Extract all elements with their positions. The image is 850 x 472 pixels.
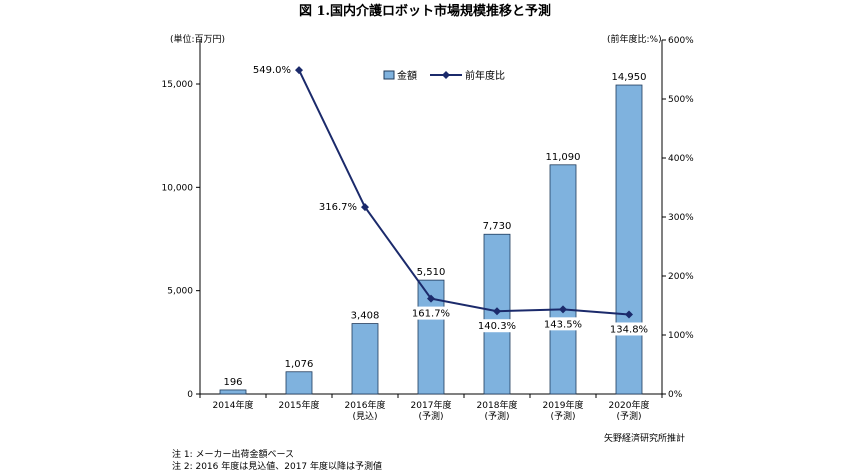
right-tick-label: 500% [668, 95, 694, 105]
bar-value-label: 11,090 [546, 152, 581, 163]
right-tick-label: 600% [668, 36, 694, 46]
x-tick-label: 2016年度 [345, 399, 386, 411]
ratio-label-bg [609, 322, 649, 336]
left-tick-label: 10,000 [162, 183, 194, 193]
x-tick-label: 2019年度 [543, 399, 584, 411]
bar-value-label: 7,730 [483, 221, 512, 232]
left-tick-label: 5,000 [167, 287, 193, 297]
ratio-value-label: 161.7% [412, 309, 450, 320]
x-tick-label: (予測) [484, 410, 509, 422]
plot-area: 0 5,000 10,000 15,000 0% 100% 200% 300% 400% 500%… [162, 36, 695, 422]
right-tick-label: 300% [668, 213, 694, 223]
ratio-line [298, 69, 630, 316]
ratio-marker [295, 66, 303, 75]
legend-bar-label: 金額 [397, 69, 417, 82]
x-tick-label: (予測) [616, 410, 641, 422]
bar [549, 164, 577, 395]
x-tick-label: 2014年度 [213, 399, 254, 411]
bar-value-label: 3,408 [351, 311, 380, 322]
ratio-value-label: 549.0% [253, 65, 291, 76]
bar [615, 84, 643, 395]
x-tick-label: (予測) [418, 410, 443, 422]
right-tick-label: 0% [668, 390, 683, 400]
bar-value-label: 196 [223, 377, 242, 388]
ratio-marker [625, 310, 633, 319]
ratio-value-label: 140.3% [478, 321, 516, 332]
bar [219, 389, 247, 395]
source-note: 矢野経済研究所推計 [604, 432, 685, 444]
ratio-label-bg [411, 306, 451, 320]
left-axis-unit: (単位:百万円) [170, 33, 225, 45]
x-tick-label: (見込) [352, 411, 377, 422]
x-tick-label: 2020年度 [609, 399, 650, 411]
legend-line-label: 前年度比 [465, 69, 505, 82]
bar-value-label: 1,076 [285, 359, 314, 370]
right-axis-unit: (前年度比:%) [607, 33, 662, 45]
right-tick-label: 200% [668, 272, 694, 282]
legend: 金額 前年度比 [383, 69, 505, 82]
left-tick-label: 0 [187, 390, 193, 400]
ratio-marker [493, 307, 501, 316]
bar-value-label: 5,510 [417, 267, 446, 278]
bar-value-label: 14,950 [612, 72, 647, 83]
x-tick-label: (予測) [550, 410, 575, 422]
x-tick-label: 2017年度 [411, 399, 452, 411]
chart-title: 図 1.国内介護ロボット市場規模推移と予測 [299, 3, 551, 19]
ratio-value-label: 143.5% [544, 319, 582, 330]
bar [285, 371, 313, 395]
x-tick-label: 2018年度 [477, 399, 518, 411]
ratio-label-bg [543, 317, 583, 331]
right-tick-label: 400% [668, 154, 694, 164]
ratio-marker [427, 294, 435, 303]
bar [483, 233, 511, 395]
ratio-value-label: 316.7% [319, 202, 357, 213]
ratio-value-label: 134.8% [610, 324, 648, 335]
left-tick-label: 15,000 [162, 80, 194, 90]
note-1: 注 1: メーカー出荷金額ベース [172, 450, 295, 460]
bar [351, 323, 379, 395]
legend-line-marker [442, 71, 450, 79]
ratio-marker [361, 203, 369, 212]
right-tick-label: 100% [668, 331, 694, 341]
note-2: 注 2: 2016 年度は見込値、2017 年度以降は予測値 [172, 462, 383, 472]
ratio-marker [559, 305, 567, 314]
ratio-label-bg [477, 319, 517, 333]
legend-bar-swatch [383, 70, 395, 80]
x-tick-label: 2015年度 [279, 399, 320, 411]
